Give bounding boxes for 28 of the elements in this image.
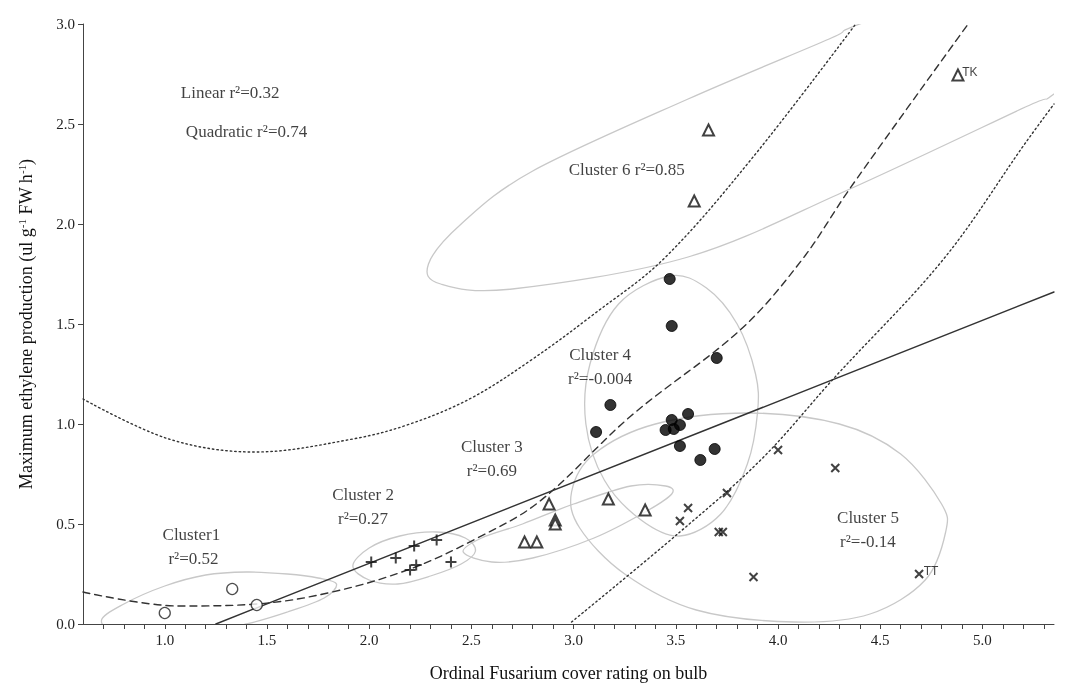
y-tick-label: 2.0: [56, 216, 75, 232]
annotation: Cluster 4 r²=-0.004: [568, 344, 633, 388]
x-tick-label: 5.0: [973, 631, 992, 648]
y-tick-label: 2.5: [56, 116, 75, 132]
y-axis-title: Maximum ethylene production (ul g-1 FW h-1): [15, 158, 37, 490]
x-tick-label: 1.0: [155, 631, 175, 648]
x-axis-title: Ordinal Fusarium cover rating on bulb: [429, 663, 708, 683]
annotation: Cluster 2 r²=0.27: [332, 484, 394, 528]
y-tick-label: 1.5: [56, 316, 75, 332]
x-tick-label: 4.5: [870, 631, 890, 648]
x-tick-label: 3.0: [564, 631, 583, 648]
x-tick-label: 2.0: [359, 631, 379, 648]
x-tick-label: 2.5: [462, 631, 481, 648]
annotation: Linear r²=0.32: [180, 82, 280, 102]
annotation: Cluster 5 r²=-0.14: [837, 507, 899, 551]
y-tick-label: 3.0: [56, 16, 75, 32]
x-tick-label: 3.5: [666, 631, 686, 648]
annotation: Cluster 3 r²=0.69: [460, 436, 523, 480]
annotation: TT: [923, 564, 940, 578]
annotation: Cluster1 r²=0.52: [162, 524, 221, 568]
x-tick-label: 4.0: [768, 631, 788, 648]
annotation: Cluster 6 r²=0.85: [568, 159, 685, 179]
annotation: Quadratic r²=0.74: [185, 121, 308, 141]
annotation: TK: [962, 65, 978, 79]
y-tick-label: 1.0: [56, 416, 75, 432]
y-tick-label: 0.5: [56, 516, 75, 532]
y-tick-label: 0.0: [56, 616, 75, 632]
x-tick-label: 1.5: [257, 631, 277, 648]
